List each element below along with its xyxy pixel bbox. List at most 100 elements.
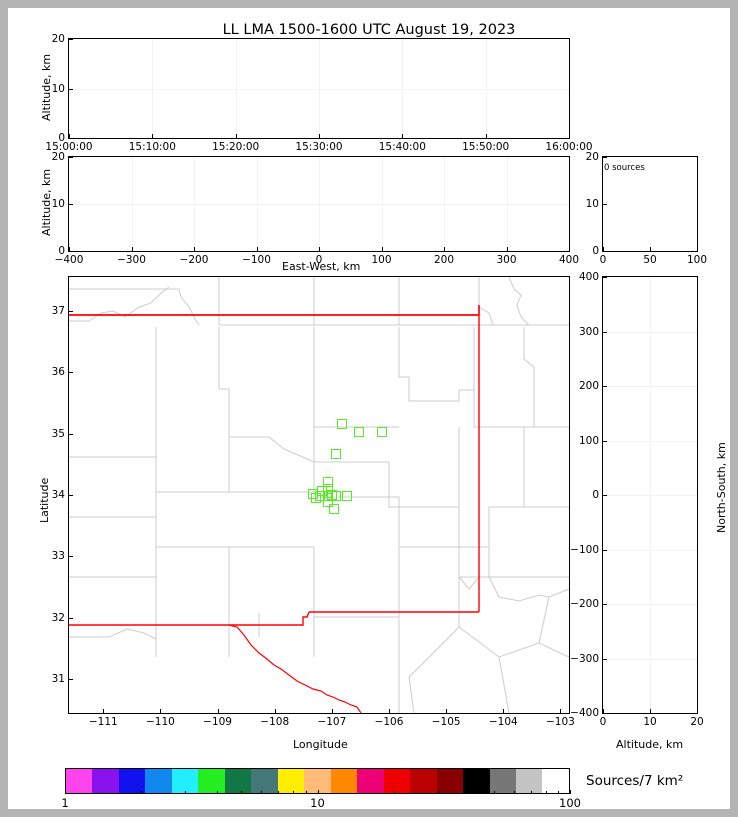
source-marker[interactable] bbox=[323, 477, 334, 488]
map-lat-tick-mark bbox=[69, 372, 73, 374]
map-lon-tick-label: −107 bbox=[317, 716, 347, 728]
map-lat-tick-mark bbox=[69, 679, 73, 681]
colorbar-band-1 bbox=[92, 769, 119, 793]
east-west-xlabel: East-West, km bbox=[282, 260, 361, 273]
x-tick-mark bbox=[569, 134, 570, 138]
source-marker[interactable] bbox=[328, 503, 339, 514]
source-marker[interactable] bbox=[336, 419, 347, 430]
source-marker[interactable] bbox=[326, 490, 337, 500]
y-tick-mark bbox=[603, 204, 607, 205]
map-lon-tick-mark bbox=[160, 709, 162, 713]
colorbar-minor-tick bbox=[141, 791, 142, 794]
y-tick-mark bbox=[603, 549, 607, 551]
colorbar-band-7 bbox=[251, 769, 278, 793]
colorbar-minor-tick bbox=[493, 791, 495, 794]
source-marker[interactable] bbox=[323, 497, 334, 508]
map-lat-tick-label: 32 bbox=[51, 611, 65, 624]
east-west-height-xtick-label: 100 bbox=[371, 254, 392, 266]
colorbar-band-16 bbox=[489, 769, 516, 793]
colorbar-band-0 bbox=[66, 769, 93, 793]
plan-view-map-panel[interactable] bbox=[68, 276, 570, 714]
time-height-ytick-label: 0 bbox=[58, 132, 65, 144]
east-west-height-xtick-label: 400 bbox=[558, 254, 580, 266]
colorbar-minor-tick bbox=[558, 791, 560, 794]
colorbar-minor-tick bbox=[241, 791, 243, 794]
x-tick-mark bbox=[194, 247, 195, 251]
source-marker[interactable] bbox=[317, 486, 328, 497]
y-tick-mark bbox=[69, 138, 73, 139]
north-south-height-ytick-label: 200 bbox=[578, 380, 599, 392]
source-marker[interactable] bbox=[323, 483, 334, 494]
north-south-height-panel[interactable] bbox=[602, 276, 698, 714]
north-south-height-ytick-label: −400 bbox=[570, 707, 599, 719]
map-lat-tick-mark bbox=[69, 495, 73, 496]
time-height-xtick-label: 15:40:00 bbox=[378, 141, 426, 153]
x-tick-mark bbox=[444, 247, 445, 251]
page-title: LL LMA 1500-1600 UTC August 19, 2023 bbox=[222, 22, 516, 38]
sources-colorbar[interactable] bbox=[65, 768, 570, 794]
source-marker[interactable] bbox=[354, 427, 365, 438]
time-height-ytick-label: 10 bbox=[51, 82, 65, 95]
time-height-xtick-label: 15:00:00 bbox=[45, 141, 93, 153]
north-south-height-xtick-label: 20 bbox=[690, 716, 704, 728]
gridline-horizontal bbox=[603, 495, 697, 496]
gridline-horizontal bbox=[69, 88, 569, 90]
gridline-horizontal bbox=[69, 204, 569, 205]
y-tick-mark bbox=[603, 251, 607, 252]
x-tick-mark bbox=[319, 247, 320, 251]
x-tick-mark bbox=[402, 134, 404, 138]
source-marker[interactable] bbox=[331, 449, 342, 460]
source-marker[interactable] bbox=[341, 491, 352, 502]
colorbar-band-9 bbox=[304, 769, 331, 793]
gridline-horizontal bbox=[603, 331, 697, 333]
colorbar-minor-tick bbox=[217, 791, 219, 794]
east-west-height-panel[interactable] bbox=[68, 156, 570, 252]
time-height-xtick-label: 15:50:00 bbox=[462, 141, 510, 153]
map-lon-tick-mark bbox=[560, 709, 562, 713]
colorbar-band-5 bbox=[198, 769, 225, 793]
y-tick-mark bbox=[603, 658, 607, 660]
colorbar-tick-mark bbox=[570, 790, 571, 794]
x-tick-mark bbox=[569, 247, 570, 251]
colorbar-band-12 bbox=[383, 769, 411, 793]
north-south-height-ytick-label: 400 bbox=[578, 271, 599, 283]
source-marker[interactable] bbox=[311, 493, 322, 504]
colorbar-minor-tick bbox=[530, 791, 532, 794]
map-xlabel: Longitude bbox=[293, 738, 348, 751]
map-lon-tick-label: −104 bbox=[488, 716, 518, 728]
y-tick-mark bbox=[603, 604, 607, 605]
east-west-height-xtick-label: 0 bbox=[315, 254, 323, 266]
colorbar-minor-tick bbox=[305, 791, 307, 794]
source-marker[interactable] bbox=[376, 427, 387, 438]
colorbar-band-6 bbox=[224, 769, 252, 793]
x-tick-mark bbox=[69, 247, 70, 251]
map-lon-tick-label: −106 bbox=[374, 716, 404, 728]
east-west-height-xtick-label: −100 bbox=[242, 254, 271, 266]
time-height-panel[interactable] bbox=[68, 38, 570, 139]
x-tick-mark bbox=[256, 247, 258, 251]
colorbar-tick-mark bbox=[317, 790, 319, 794]
east-west-height-ytick-label: 20 bbox=[51, 151, 65, 163]
north-south-height-ytick-label: 100 bbox=[578, 434, 599, 447]
colorbar-minor-tick bbox=[545, 791, 547, 794]
altitude-histogram-panel[interactable] bbox=[602, 156, 698, 252]
map-lon-tick-label: −109 bbox=[203, 716, 232, 728]
colorbar-band-15 bbox=[463, 769, 490, 793]
x-tick-mark bbox=[69, 134, 70, 138]
map-lon-tick-mark bbox=[446, 709, 448, 713]
x-tick-mark bbox=[650, 247, 651, 251]
colorbar-band-3 bbox=[145, 769, 172, 793]
east-west-height-ytick-label: 10 bbox=[51, 198, 65, 210]
gridline-horizontal bbox=[603, 549, 697, 551]
y-tick-mark bbox=[69, 251, 73, 252]
x-tick-mark bbox=[697, 247, 698, 251]
north-south-height-ytick-label: −300 bbox=[570, 652, 599, 665]
x-tick-mark bbox=[650, 709, 651, 713]
map-lon-tick-label: −103 bbox=[546, 716, 575, 728]
y-tick-mark bbox=[603, 277, 607, 278]
east-west-height-xtick-label: −200 bbox=[179, 254, 209, 266]
y-tick-mark bbox=[69, 204, 73, 205]
gridline-horizontal bbox=[603, 658, 697, 660]
map-lat-tick-mark bbox=[69, 433, 73, 435]
altitude-histogram-xtick-label: 100 bbox=[686, 254, 708, 266]
